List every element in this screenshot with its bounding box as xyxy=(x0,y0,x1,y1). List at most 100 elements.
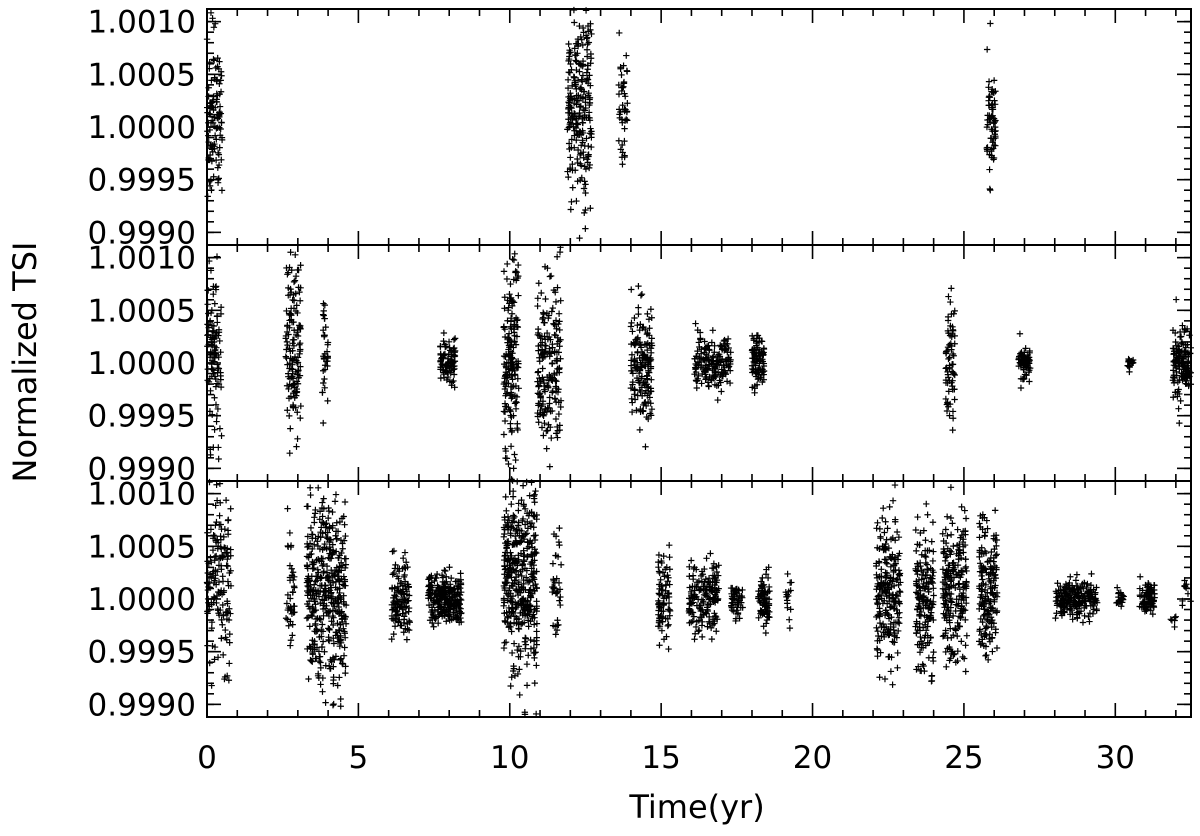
data-point xyxy=(569,113,576,120)
data-point xyxy=(556,586,564,593)
data-point xyxy=(297,262,304,269)
data-point xyxy=(724,340,731,348)
data-point xyxy=(307,586,315,593)
data-point xyxy=(284,271,291,278)
data-point xyxy=(555,338,563,345)
data-point xyxy=(508,500,515,508)
data-point xyxy=(569,160,576,168)
data-point xyxy=(437,357,444,365)
data-point xyxy=(1170,361,1178,369)
data-point xyxy=(548,434,555,442)
data-point xyxy=(757,592,764,599)
panel-1-cluster-4 xyxy=(983,20,999,194)
data-point xyxy=(574,77,582,84)
data-point xyxy=(524,538,531,545)
data-point xyxy=(500,533,508,541)
data-point xyxy=(948,285,955,292)
data-point xyxy=(959,653,966,661)
data-point xyxy=(533,634,540,641)
data-point xyxy=(713,361,721,368)
data-point xyxy=(507,682,514,690)
data-point xyxy=(656,599,663,606)
data-point xyxy=(548,374,556,381)
data-point xyxy=(317,659,324,666)
data-point xyxy=(919,593,927,600)
data-point xyxy=(439,361,446,368)
data-point xyxy=(513,567,520,574)
data-point xyxy=(628,340,635,348)
data-point xyxy=(214,654,222,661)
data-point xyxy=(323,520,330,527)
data-point xyxy=(892,591,899,599)
data-point xyxy=(207,526,215,533)
data-point xyxy=(1170,374,1177,382)
data-point xyxy=(342,532,349,540)
data-point xyxy=(718,388,725,395)
data-point xyxy=(567,104,574,111)
data-point xyxy=(307,581,314,589)
data-point xyxy=(890,623,897,631)
data-point xyxy=(523,530,531,537)
data-point xyxy=(1057,582,1064,590)
data-point xyxy=(1020,375,1027,383)
data-point xyxy=(527,551,535,559)
data-point xyxy=(210,24,218,31)
data-point xyxy=(920,575,928,582)
data-point xyxy=(989,607,997,614)
data-point xyxy=(734,599,741,607)
data-point xyxy=(550,585,557,592)
data-point xyxy=(324,529,331,536)
data-point xyxy=(320,569,327,577)
data-point xyxy=(564,76,572,84)
data-point xyxy=(530,512,537,519)
data-point xyxy=(642,443,649,450)
data-point xyxy=(963,567,970,575)
data-point xyxy=(714,353,722,361)
data-point xyxy=(325,637,333,645)
data-point xyxy=(897,579,904,586)
data-point xyxy=(943,347,951,355)
data-point xyxy=(615,137,623,144)
data-point xyxy=(954,657,961,665)
data-point xyxy=(514,591,522,599)
data-point xyxy=(963,583,970,590)
data-point xyxy=(540,412,547,419)
data-point xyxy=(218,525,225,533)
data-point xyxy=(441,585,448,592)
data-point xyxy=(551,395,559,402)
data-point xyxy=(398,580,405,587)
data-point xyxy=(880,633,888,641)
data-point xyxy=(331,566,339,574)
data-point xyxy=(297,414,304,422)
data-point xyxy=(502,493,509,501)
data-point xyxy=(655,551,663,559)
data-point xyxy=(691,564,698,571)
data-point xyxy=(891,639,898,646)
data-point xyxy=(319,638,327,645)
data-point xyxy=(925,578,933,586)
data-point xyxy=(627,362,635,369)
data-point xyxy=(304,503,312,510)
data-point xyxy=(721,367,729,374)
data-point xyxy=(227,505,234,512)
data-point xyxy=(211,114,219,121)
data-point xyxy=(930,548,937,555)
data-point xyxy=(755,375,762,382)
data-point xyxy=(1069,611,1076,618)
data-point xyxy=(549,588,556,596)
data-point xyxy=(223,562,230,569)
data-point xyxy=(330,640,338,647)
data-point xyxy=(512,605,519,613)
data-point xyxy=(566,99,573,107)
data-point xyxy=(876,674,883,681)
data-point xyxy=(953,596,960,603)
panel-1-cluster-2 xyxy=(564,6,595,242)
data-point xyxy=(876,586,883,593)
panel-2-cluster-2 xyxy=(282,249,304,457)
data-point xyxy=(428,572,435,579)
data-point xyxy=(398,603,405,610)
data-point xyxy=(989,139,996,146)
data-point xyxy=(334,528,342,535)
data-point xyxy=(943,513,951,520)
